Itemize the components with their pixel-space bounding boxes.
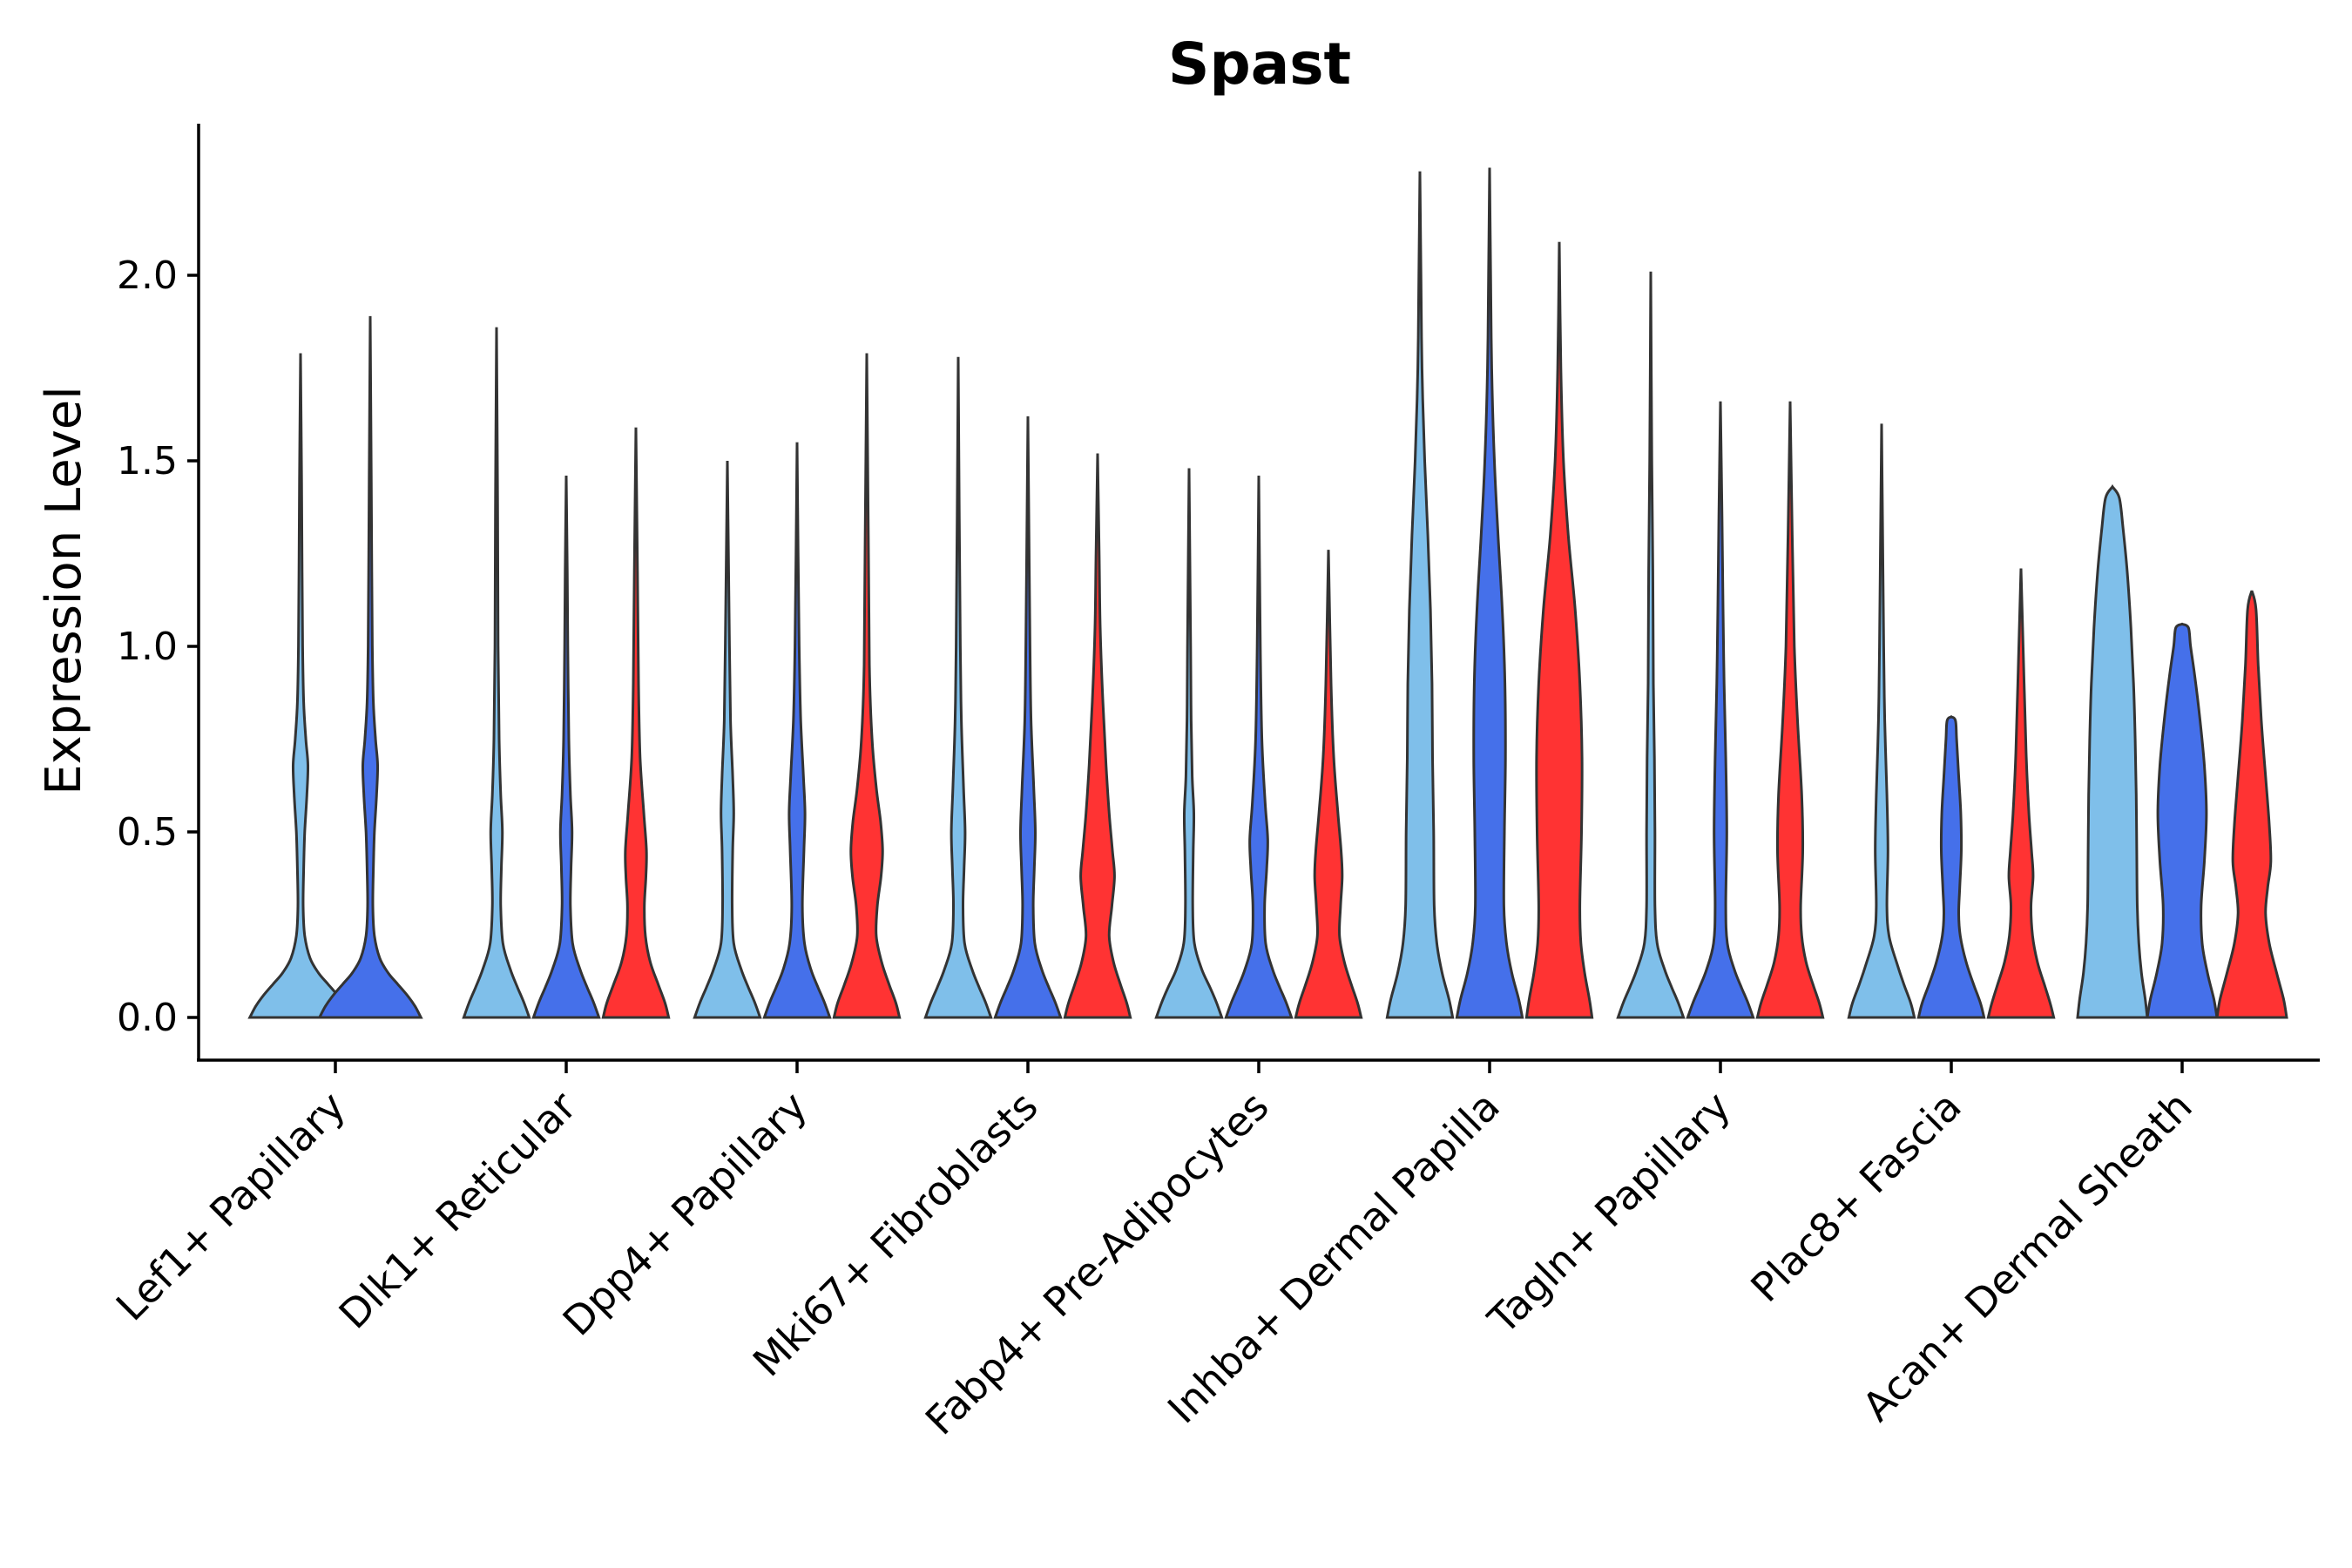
- violin-acan-dermal-sheath-group-2: [2146, 622, 2219, 1019]
- violin-dlk1-reticular-group-1: [462, 327, 531, 1019]
- violin-acan-dermal-sheath-group-1: [2076, 483, 2149, 1019]
- violins-group: [247, 167, 2288, 1019]
- y-tick-label: 1.0: [117, 625, 178, 669]
- y-tick-label: 0.0: [117, 996, 178, 1040]
- violin-fabp4-pre-adipocytes-group-1: [1154, 468, 1224, 1019]
- violin-dpp4-papillary-group-3: [832, 353, 902, 1019]
- chart-title: Spast: [1168, 30, 1351, 98]
- violin-mki67-fibroblasts-group-1: [923, 356, 993, 1019]
- y-ticks-group: 0.0 0.5 1.0 1.5 2.0: [117, 253, 199, 1040]
- violin-fabp4-pre-adipocytes-group-2: [1224, 475, 1294, 1019]
- violin-plac8-fascia-group-1: [1847, 423, 1916, 1019]
- violin-mki67-fibroblasts-group-3: [1063, 453, 1132, 1019]
- violin-dlk1-reticular-group-2: [531, 475, 601, 1019]
- y-tick-label: 2.0: [117, 253, 178, 298]
- violin-plac8-fascia-group-2: [1916, 714, 1986, 1019]
- x-category-label: Plac8+ Fascia: [1741, 1083, 1970, 1311]
- violin-fabp4-pre-adipocytes-group-3: [1294, 550, 1363, 1019]
- violin-dlk1-reticular-group-3: [601, 427, 671, 1019]
- violin-lef1-papillary-group-2: [317, 315, 423, 1019]
- violin-inhba-dermal-papilla-group-3: [1524, 241, 1594, 1019]
- violin-plac8-fascia-group-3: [1986, 568, 2056, 1019]
- y-tick-label: 0.5: [117, 810, 178, 855]
- violin-tagln-papillary-group-2: [1686, 401, 1755, 1019]
- violin-tagln-papillary-group-1: [1616, 271, 1686, 1019]
- x-category-label: Dlk1+ Reticular: [330, 1083, 585, 1338]
- violin-tagln-papillary-group-3: [1755, 401, 1825, 1019]
- violin-lef1-papillary-group-1: [247, 353, 354, 1019]
- violin-acan-dermal-sheath-group-3: [2215, 590, 2288, 1019]
- violin-inhba-dermal-papilla-group-1: [1385, 171, 1455, 1019]
- y-axis-label: Expression Level: [36, 386, 92, 795]
- x-category-label: Tagln+ Papillary: [1478, 1083, 1740, 1344]
- x-category-label: Dpp4+ Papillary: [554, 1083, 816, 1345]
- violin-inhba-dermal-papilla-group-2: [1455, 167, 1524, 1019]
- y-tick-label: 1.5: [117, 439, 178, 483]
- violin-mki67-fibroblasts-group-2: [993, 416, 1063, 1019]
- violin-dpp4-papillary-group-1: [693, 460, 762, 1019]
- x-category-label: Lef1+ Papillary: [107, 1083, 355, 1330]
- violin-dpp4-papillary-group-2: [762, 442, 832, 1019]
